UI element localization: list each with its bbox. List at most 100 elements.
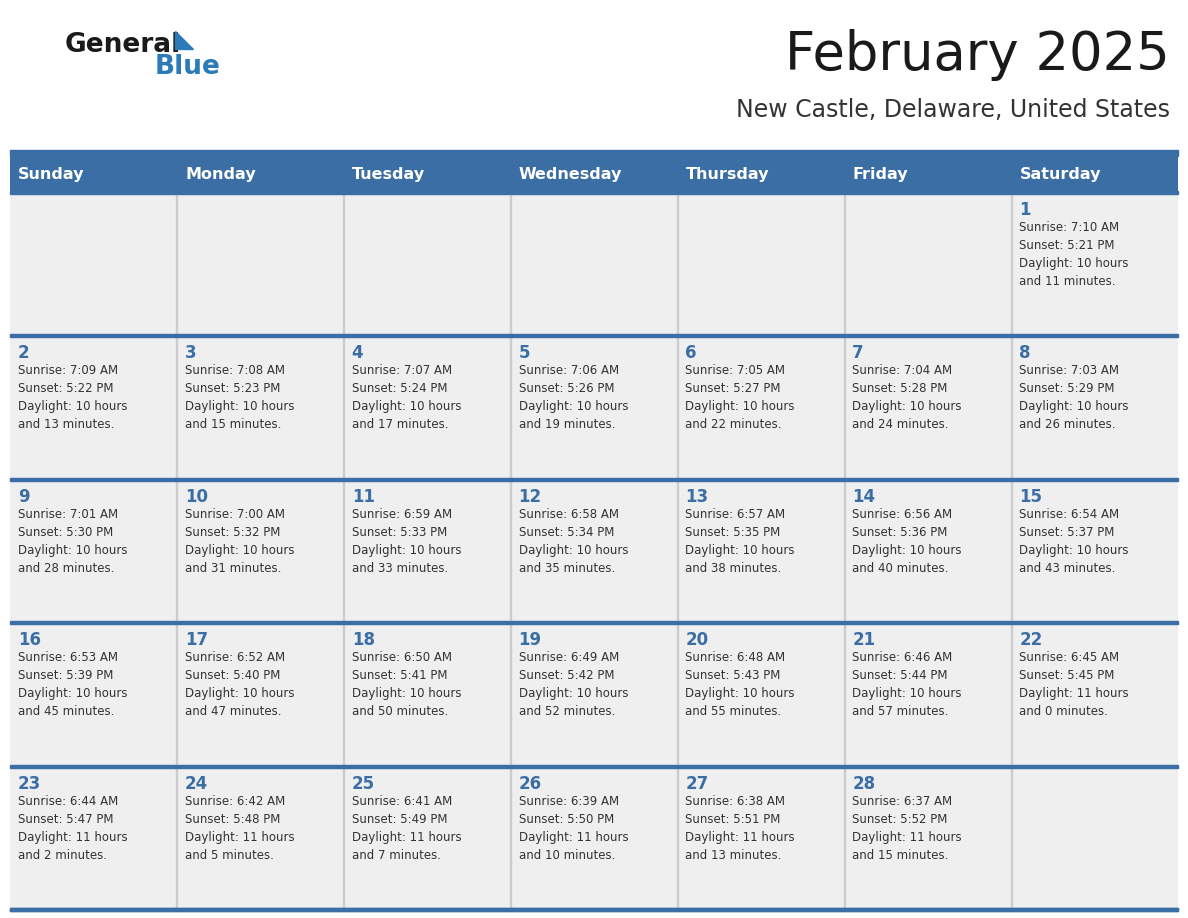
Text: 28: 28 <box>852 775 876 792</box>
Bar <box>10 621 1178 624</box>
Bar <box>10 908 1178 911</box>
Text: 12: 12 <box>519 487 542 506</box>
Text: Sunrise: 7:00 AM
Sunset: 5:32 PM
Daylight: 10 hours
and 31 minutes.: Sunrise: 7:00 AM Sunset: 5:32 PM Dayligh… <box>185 508 295 575</box>
Text: Sunrise: 6:53 AM
Sunset: 5:39 PM
Daylight: 10 hours
and 45 minutes.: Sunrise: 6:53 AM Sunset: 5:39 PM Dayligh… <box>18 651 127 718</box>
Text: 11: 11 <box>352 487 374 506</box>
Text: Blue: Blue <box>154 54 221 80</box>
Text: Thursday: Thursday <box>685 166 770 182</box>
Bar <box>343 336 511 480</box>
Bar <box>1011 336 1178 480</box>
Bar <box>10 623 177 767</box>
Bar <box>10 908 1178 911</box>
Text: 9: 9 <box>18 487 30 506</box>
Text: 6: 6 <box>685 344 697 363</box>
Text: 26: 26 <box>519 775 542 792</box>
Text: Sunrise: 6:45 AM
Sunset: 5:45 PM
Daylight: 11 hours
and 0 minutes.: Sunrise: 6:45 AM Sunset: 5:45 PM Dayligh… <box>1019 651 1129 718</box>
Text: Sunrise: 6:44 AM
Sunset: 5:47 PM
Daylight: 11 hours
and 2 minutes.: Sunrise: 6:44 AM Sunset: 5:47 PM Dayligh… <box>18 795 127 862</box>
Bar <box>677 155 845 193</box>
Bar <box>845 155 1011 193</box>
Text: February 2025: February 2025 <box>785 29 1170 81</box>
Text: 19: 19 <box>519 632 542 649</box>
Text: 20: 20 <box>685 632 708 649</box>
Text: 27: 27 <box>685 775 709 792</box>
Text: Sunrise: 6:41 AM
Sunset: 5:49 PM
Daylight: 11 hours
and 7 minutes.: Sunrise: 6:41 AM Sunset: 5:49 PM Dayligh… <box>352 795 461 862</box>
Bar <box>677 336 845 480</box>
Bar <box>677 480 845 623</box>
Bar <box>10 767 177 910</box>
Text: 4: 4 <box>352 344 364 363</box>
Bar <box>677 767 845 910</box>
Bar <box>10 193 177 336</box>
Text: Monday: Monday <box>185 166 255 182</box>
Text: 25: 25 <box>352 775 375 792</box>
Bar <box>511 155 677 193</box>
Text: 22: 22 <box>1019 632 1042 649</box>
Bar <box>1011 480 1178 623</box>
Text: Sunrise: 6:54 AM
Sunset: 5:37 PM
Daylight: 10 hours
and 43 minutes.: Sunrise: 6:54 AM Sunset: 5:37 PM Dayligh… <box>1019 508 1129 575</box>
Text: Sunrise: 7:05 AM
Sunset: 5:27 PM
Daylight: 10 hours
and 22 minutes.: Sunrise: 7:05 AM Sunset: 5:27 PM Dayligh… <box>685 364 795 431</box>
Text: 10: 10 <box>185 487 208 506</box>
Text: 7: 7 <box>852 344 864 363</box>
Bar <box>845 336 1011 480</box>
Text: 13: 13 <box>685 487 708 506</box>
Bar <box>677 193 845 336</box>
Text: Sunrise: 6:46 AM
Sunset: 5:44 PM
Daylight: 10 hours
and 57 minutes.: Sunrise: 6:46 AM Sunset: 5:44 PM Dayligh… <box>852 651 962 718</box>
Bar <box>845 623 1011 767</box>
Text: 24: 24 <box>185 775 208 792</box>
Bar <box>10 191 1178 194</box>
Bar <box>1011 155 1178 193</box>
Text: Tuesday: Tuesday <box>352 166 425 182</box>
Text: Sunrise: 6:59 AM
Sunset: 5:33 PM
Daylight: 10 hours
and 33 minutes.: Sunrise: 6:59 AM Sunset: 5:33 PM Dayligh… <box>352 508 461 575</box>
Bar <box>177 193 343 336</box>
Text: 3: 3 <box>185 344 196 363</box>
Text: Sunrise: 6:50 AM
Sunset: 5:41 PM
Daylight: 10 hours
and 50 minutes.: Sunrise: 6:50 AM Sunset: 5:41 PM Dayligh… <box>352 651 461 718</box>
Text: Sunrise: 6:52 AM
Sunset: 5:40 PM
Daylight: 10 hours
and 47 minutes.: Sunrise: 6:52 AM Sunset: 5:40 PM Dayligh… <box>185 651 295 718</box>
Text: Sunrise: 7:09 AM
Sunset: 5:22 PM
Daylight: 10 hours
and 13 minutes.: Sunrise: 7:09 AM Sunset: 5:22 PM Dayligh… <box>18 364 127 431</box>
Text: Sunrise: 7:07 AM
Sunset: 5:24 PM
Daylight: 10 hours
and 17 minutes.: Sunrise: 7:07 AM Sunset: 5:24 PM Dayligh… <box>352 364 461 431</box>
Text: 15: 15 <box>1019 487 1042 506</box>
Text: 23: 23 <box>18 775 42 792</box>
Text: Sunrise: 7:06 AM
Sunset: 5:26 PM
Daylight: 10 hours
and 19 minutes.: Sunrise: 7:06 AM Sunset: 5:26 PM Dayligh… <box>519 364 628 431</box>
Text: Sunrise: 6:42 AM
Sunset: 5:48 PM
Daylight: 11 hours
and 5 minutes.: Sunrise: 6:42 AM Sunset: 5:48 PM Dayligh… <box>185 795 295 862</box>
Bar <box>10 150 1178 156</box>
Text: 17: 17 <box>185 632 208 649</box>
Text: Sunrise: 6:57 AM
Sunset: 5:35 PM
Daylight: 10 hours
and 38 minutes.: Sunrise: 6:57 AM Sunset: 5:35 PM Dayligh… <box>685 508 795 575</box>
Bar <box>177 480 343 623</box>
Bar <box>177 155 343 193</box>
Text: 18: 18 <box>352 632 374 649</box>
Bar <box>10 334 1178 338</box>
Bar <box>343 767 511 910</box>
Text: Sunrise: 6:39 AM
Sunset: 5:50 PM
Daylight: 11 hours
and 10 minutes.: Sunrise: 6:39 AM Sunset: 5:50 PM Dayligh… <box>519 795 628 862</box>
Text: Sunrise: 6:37 AM
Sunset: 5:52 PM
Daylight: 11 hours
and 15 minutes.: Sunrise: 6:37 AM Sunset: 5:52 PM Dayligh… <box>852 795 962 862</box>
Text: 8: 8 <box>1019 344 1031 363</box>
Text: New Castle, Delaware, United States: New Castle, Delaware, United States <box>737 98 1170 122</box>
Text: 21: 21 <box>852 632 876 649</box>
Bar <box>10 336 177 480</box>
Bar <box>1011 767 1178 910</box>
Polygon shape <box>175 31 192 49</box>
Text: Sunrise: 6:48 AM
Sunset: 5:43 PM
Daylight: 10 hours
and 55 minutes.: Sunrise: 6:48 AM Sunset: 5:43 PM Dayligh… <box>685 651 795 718</box>
Bar <box>177 623 343 767</box>
Bar <box>511 480 677 623</box>
Text: 2: 2 <box>18 344 30 363</box>
Text: Sunrise: 7:10 AM
Sunset: 5:21 PM
Daylight: 10 hours
and 11 minutes.: Sunrise: 7:10 AM Sunset: 5:21 PM Dayligh… <box>1019 221 1129 288</box>
Text: 1: 1 <box>1019 201 1031 219</box>
Bar <box>511 336 677 480</box>
Text: Sunrise: 7:03 AM
Sunset: 5:29 PM
Daylight: 10 hours
and 26 minutes.: Sunrise: 7:03 AM Sunset: 5:29 PM Dayligh… <box>1019 364 1129 431</box>
Text: Sunrise: 6:38 AM
Sunset: 5:51 PM
Daylight: 11 hours
and 13 minutes.: Sunrise: 6:38 AM Sunset: 5:51 PM Dayligh… <box>685 795 795 862</box>
Bar <box>10 765 1178 767</box>
Text: Sunrise: 7:08 AM
Sunset: 5:23 PM
Daylight: 10 hours
and 15 minutes.: Sunrise: 7:08 AM Sunset: 5:23 PM Dayligh… <box>185 364 295 431</box>
Text: Sunrise: 7:04 AM
Sunset: 5:28 PM
Daylight: 10 hours
and 24 minutes.: Sunrise: 7:04 AM Sunset: 5:28 PM Dayligh… <box>852 364 962 431</box>
Text: Sunrise: 7:01 AM
Sunset: 5:30 PM
Daylight: 10 hours
and 28 minutes.: Sunrise: 7:01 AM Sunset: 5:30 PM Dayligh… <box>18 508 127 575</box>
Bar <box>511 623 677 767</box>
Bar <box>845 767 1011 910</box>
Bar <box>845 193 1011 336</box>
Bar <box>1011 193 1178 336</box>
Bar <box>845 480 1011 623</box>
Text: Sunrise: 6:49 AM
Sunset: 5:42 PM
Daylight: 10 hours
and 52 minutes.: Sunrise: 6:49 AM Sunset: 5:42 PM Dayligh… <box>519 651 628 718</box>
Bar <box>511 767 677 910</box>
Text: Sunrise: 6:58 AM
Sunset: 5:34 PM
Daylight: 10 hours
and 35 minutes.: Sunrise: 6:58 AM Sunset: 5:34 PM Dayligh… <box>519 508 628 575</box>
Bar <box>10 480 177 623</box>
Text: 14: 14 <box>852 487 876 506</box>
Text: 16: 16 <box>18 632 42 649</box>
